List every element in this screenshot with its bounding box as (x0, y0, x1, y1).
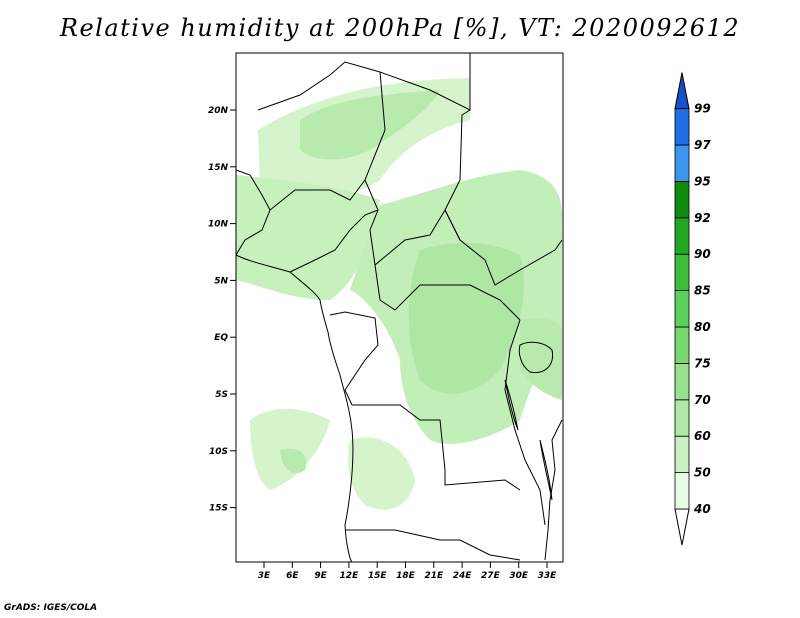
colorbar-label: 90 (694, 247, 711, 261)
lon-tick-label: 30E (509, 571, 529, 581)
colorbar-segment (674, 180, 690, 219)
lat-tick-label: EQ (214, 333, 228, 343)
colorbar-label: 99 (694, 102, 711, 116)
colorbar-segment (674, 217, 690, 255)
shade-south-2 (348, 437, 415, 510)
border-nigeria (235, 179, 366, 256)
colorbar-segment (674, 399, 690, 437)
border-angola (352, 404, 521, 491)
colorbar-segment (674, 290, 690, 328)
lon-tick-label: 33E (538, 571, 558, 581)
lon-tick-label: 21E (424, 571, 444, 581)
colorbar-segment (674, 108, 690, 146)
colorbar-label: 95 (694, 174, 711, 188)
colorbar-label: 40 (693, 502, 711, 516)
lake-victoria (518, 341, 554, 374)
lon-tick-label: 3E (258, 571, 271, 581)
colorbar-label: 97 (694, 138, 711, 152)
colorbar-label: 80 (694, 320, 711, 334)
border-east-coast (544, 419, 563, 561)
colorbar-segment (674, 253, 690, 291)
border-chad-sudan (444, 109, 563, 286)
lat-tick-label: 10N (208, 220, 229, 230)
colorbar-label: 85 (694, 284, 711, 298)
border-gabon-congo (329, 311, 379, 406)
lon-tick-label: 27E (481, 571, 501, 581)
border-north (257, 53, 471, 111)
colorbar-segment (674, 362, 690, 401)
coastline-west (235, 254, 354, 563)
colorbar-segment (674, 472, 690, 510)
shade-sahel-core (300, 90, 440, 160)
longitude-axis: 3E 6E 9E 12E 15E 18E 21E 24E 27E 30E 33E (258, 562, 557, 581)
colorbar-label: 70 (694, 393, 711, 407)
humidity-shading (236, 78, 562, 510)
colorbar-label: 92 (694, 211, 711, 225)
lat-tick-label: 15S (209, 504, 228, 514)
border-cameroon (289, 209, 379, 273)
lon-tick-label: 9E (314, 571, 327, 581)
lat-tick-label: 20N (208, 106, 229, 116)
lon-tick-label: 15E (368, 571, 388, 581)
latitude-axis: 20N 15N 10N 5N EQ 5S 10S 15S (208, 106, 236, 514)
chart-title: Relative humidity at 200hPa [%], VT: 202… (59, 14, 741, 42)
shade-west (236, 175, 380, 300)
lon-tick-label: 6E (286, 571, 299, 581)
lon-tick-label: 12E (340, 571, 360, 581)
border-car (374, 208, 461, 266)
border-angola-south (345, 529, 521, 561)
colorbar-label: 60 (694, 429, 711, 443)
shade-east (520, 318, 562, 400)
lat-tick-label: 15N (208, 163, 229, 173)
colorbar-label: 50 (694, 466, 711, 480)
colorbar-segment (674, 435, 690, 474)
colorbar-under-triangle (674, 508, 690, 546)
border-westafrica (235, 169, 271, 211)
lat-tick-label: 5N (214, 276, 228, 286)
lon-tick-label: 24E (453, 571, 473, 581)
border-drc-north (379, 284, 521, 321)
grads-credit: GrADS: IGES/COLA (4, 603, 98, 613)
lat-tick-label: 5S (215, 390, 228, 400)
colorbar-label: 75 (694, 356, 711, 370)
map-frame (235, 52, 564, 563)
lake-malawi (539, 439, 553, 501)
shade-south-3 (280, 448, 307, 474)
colorbar-segment (674, 326, 690, 364)
country-borders (235, 53, 563, 563)
shade-central-core (408, 243, 524, 394)
colorbar-over-triangle (674, 72, 690, 110)
colorbar: 40 50 60 70 75 80 85 90 92 95 97 99 (674, 72, 711, 546)
border-drc-east (504, 319, 546, 526)
colorbar-segment (674, 144, 690, 182)
lon-tick-label: 18E (396, 571, 416, 581)
lake-tanganyika (504, 379, 519, 431)
lat-tick-label: 10S (209, 447, 228, 457)
